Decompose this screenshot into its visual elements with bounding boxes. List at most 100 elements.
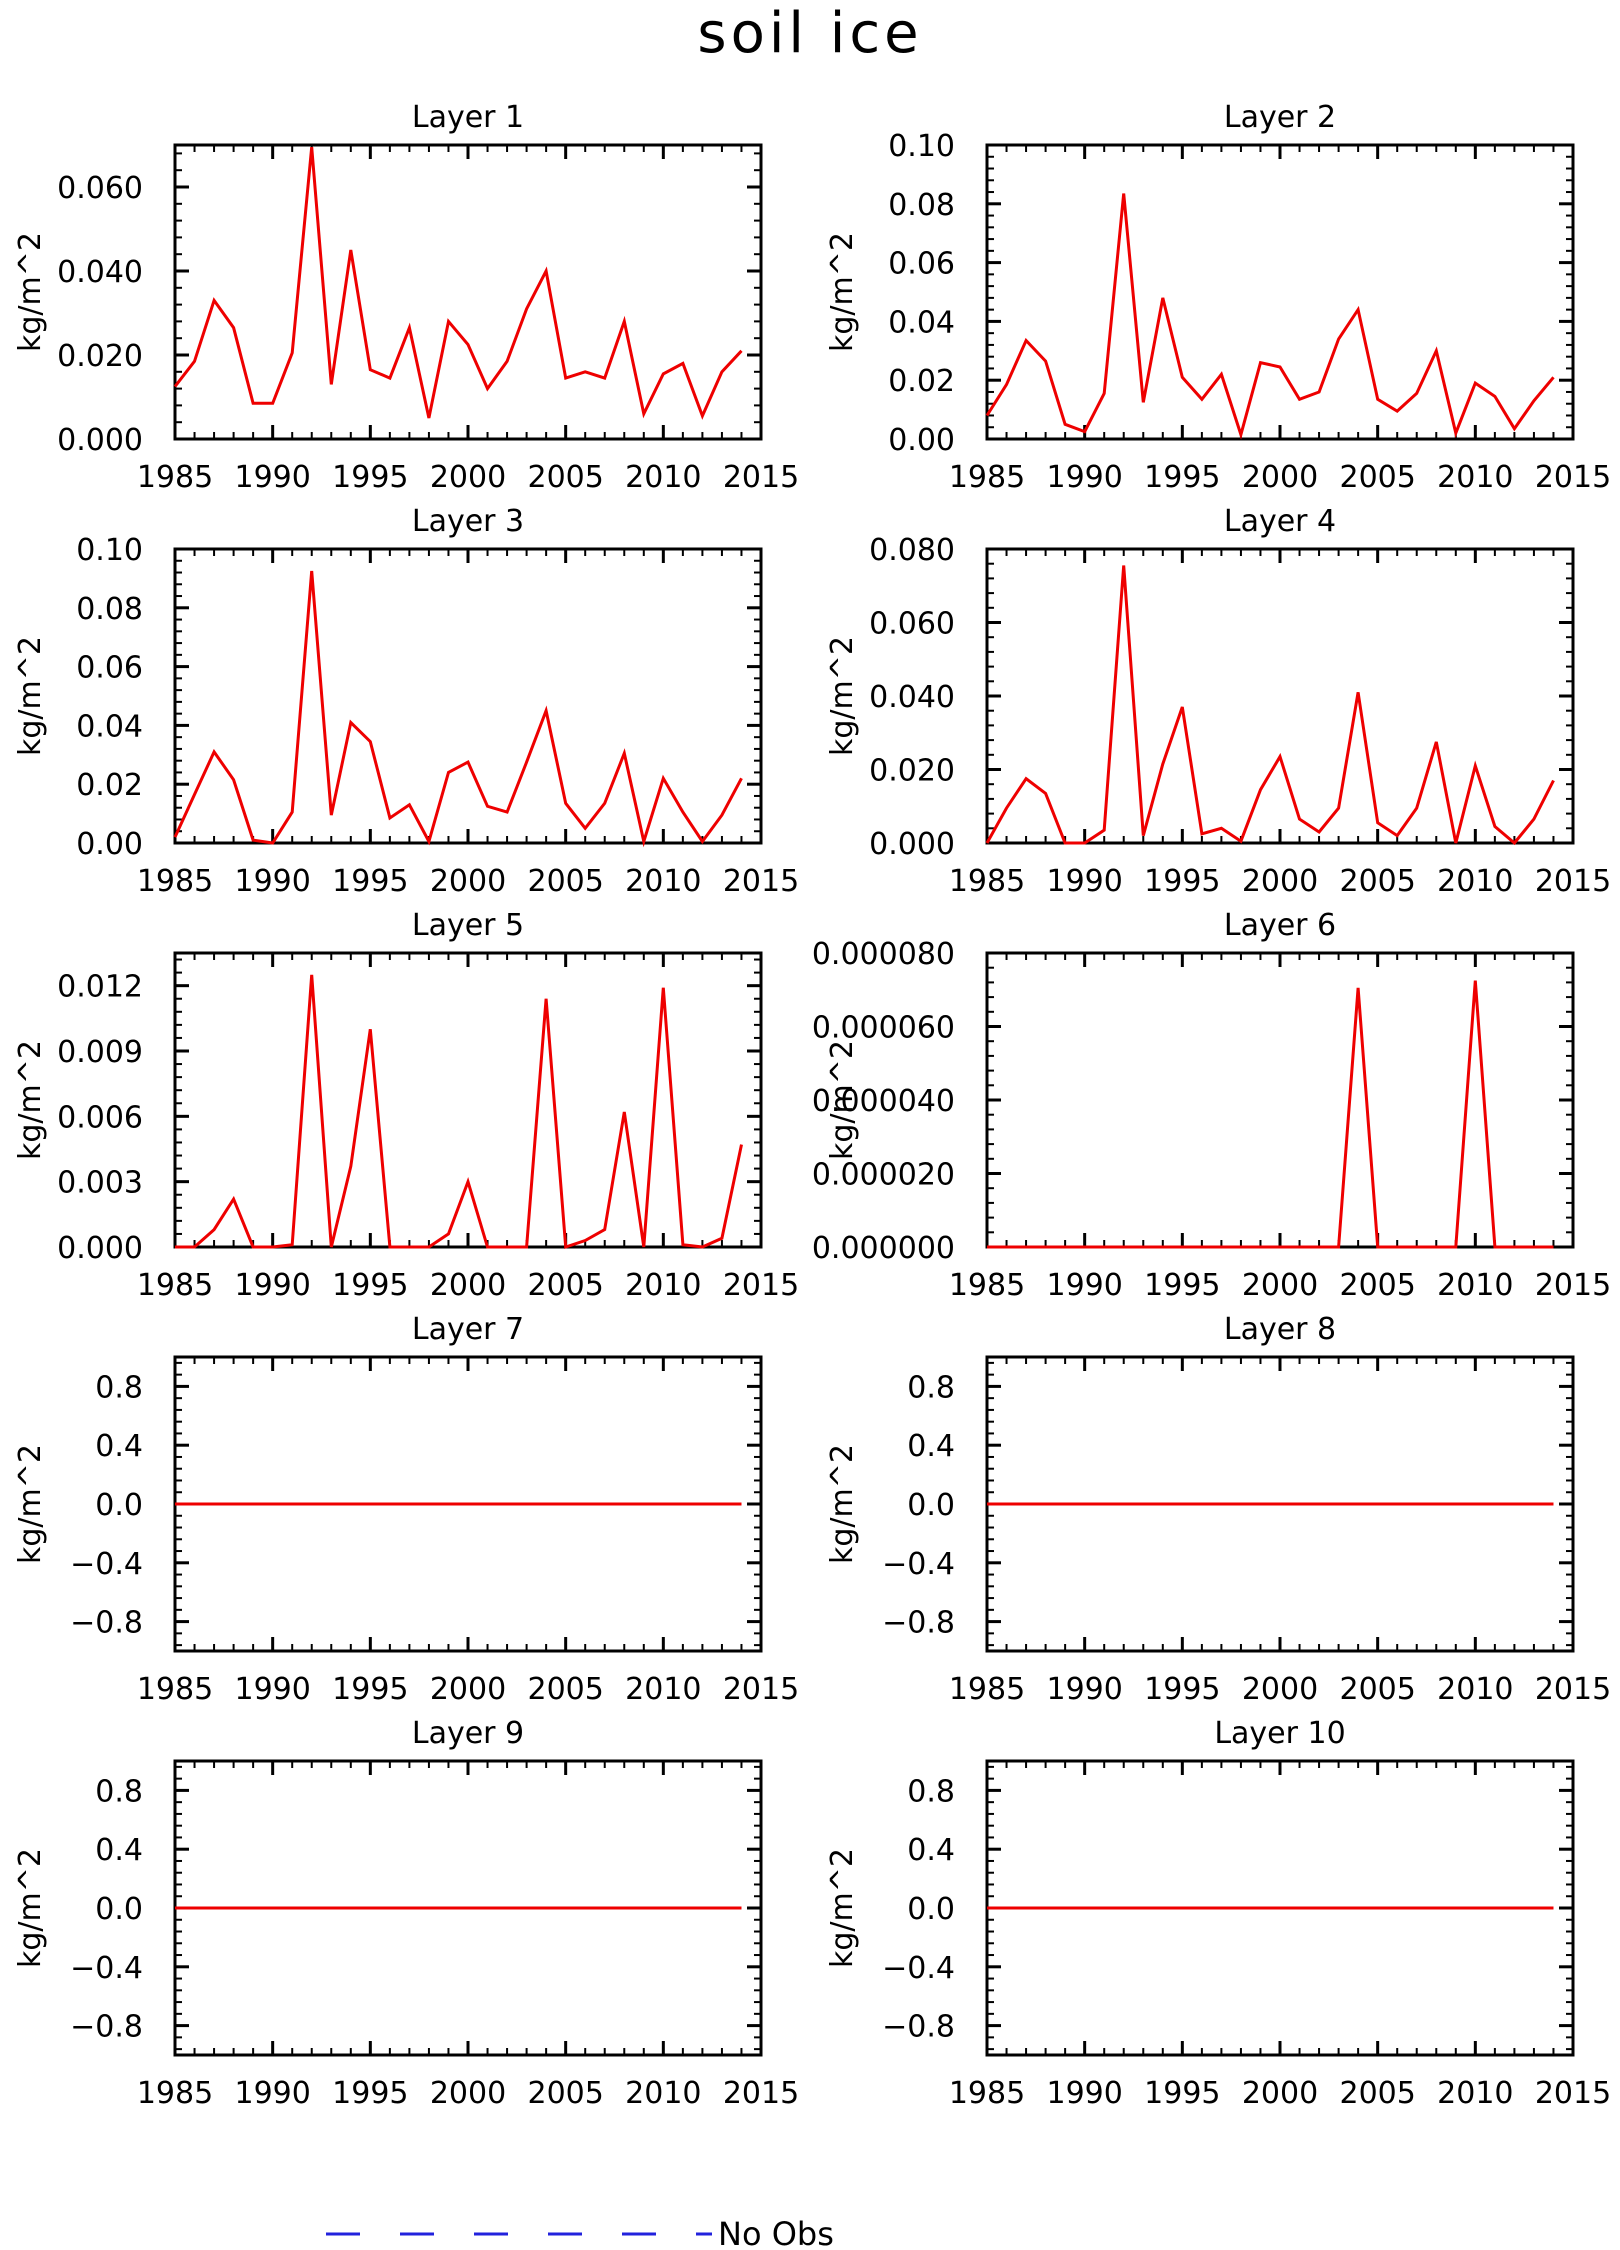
- chart-panel-7: Layer 7 kg/m^2 1985 1990 1995 2000 2005 2010 201…: [13, 1312, 799, 1707]
- x-tick-label: 1990: [1046, 2076, 1122, 2111]
- y-tick-label: −0.4: [882, 1951, 955, 1986]
- y-tick-label: 0.4: [907, 1429, 955, 1464]
- chart-panel-6: Layer 6 kg/m^2 1985 1990 1995 2000 2005 2010 201…: [812, 908, 1611, 1303]
- x-tick-label: 1990: [234, 864, 310, 899]
- x-tick-label: 1985: [949, 1268, 1025, 1303]
- chart-panel-1: Layer 1 kg/m^2 1985 1990 1995 2000 2005 2010 201…: [13, 100, 799, 495]
- x-tick-label: 1985: [949, 2076, 1025, 2111]
- y-tick-label: −0.4: [70, 1547, 143, 1582]
- x-tick-label: 2015: [1535, 2076, 1611, 2111]
- series-line: [987, 980, 1554, 1249]
- panel-title: Layer 10: [1214, 1716, 1345, 1751]
- x-tick-label: 1990: [234, 1268, 310, 1303]
- y-tick-label: 0.003: [57, 1166, 143, 1201]
- y-tick-label: 0.000080: [812, 937, 955, 972]
- x-tick-label: 2000: [430, 2076, 506, 2111]
- x-tick-label: 2010: [1437, 864, 1513, 899]
- series-line: [985, 193, 1555, 440]
- panel-title: Layer 1: [412, 100, 524, 135]
- y-tick-label: 0.02: [888, 364, 955, 399]
- y-axis-label: kg/m^2: [13, 1444, 48, 1564]
- x-tick-label: 1995: [332, 1268, 408, 1303]
- y-tick-label: −0.8: [70, 2010, 143, 2045]
- y-tick-label: 0.020: [869, 754, 955, 789]
- x-tick-label: 2015: [723, 460, 799, 495]
- x-tick-label: 1990: [234, 460, 310, 495]
- y-tick-label: 0.00: [888, 423, 955, 458]
- x-tick-label: 2015: [1535, 1672, 1611, 1707]
- x-tick-label: 2015: [1535, 1268, 1611, 1303]
- x-tick-label: 1985: [137, 1672, 213, 1707]
- legend-label: No Obs: [718, 2215, 834, 2250]
- y-tick-label: 0.000060: [812, 1011, 955, 1046]
- y-tick-label: 0.060: [869, 607, 955, 642]
- y-tick-label: 0.000: [869, 827, 955, 862]
- x-tick-label: 2010: [625, 1268, 701, 1303]
- x-tick-label: 1985: [137, 864, 213, 899]
- y-tick-label: 0.02: [76, 768, 143, 803]
- x-tick-label: 2000: [1242, 460, 1318, 495]
- x-tick-label: 1990: [1046, 1268, 1122, 1303]
- y-tick-label: 0.012: [57, 970, 143, 1005]
- panel-title: Layer 2: [1224, 100, 1336, 135]
- x-tick-label: 1985: [949, 460, 1025, 495]
- y-tick-label: 0.000000: [812, 1231, 955, 1266]
- x-tick-label: 2015: [723, 1672, 799, 1707]
- y-tick-label: 0.060: [57, 171, 143, 206]
- chart-panel-4: Layer 4 kg/m^2 1985 1990 1995 2000 2005 2010 201…: [825, 504, 1611, 899]
- y-tick-label: 0.000: [57, 1231, 143, 1266]
- y-tick-label: −0.4: [70, 1951, 143, 1986]
- panel-title: Layer 9: [412, 1716, 524, 1751]
- x-tick-label: 2010: [625, 864, 701, 899]
- x-tick-label: 1995: [1144, 2076, 1220, 2111]
- x-tick-label: 2005: [527, 2076, 603, 2111]
- panel-title: Layer 6: [1224, 908, 1336, 943]
- y-tick-label: −0.4: [882, 1547, 955, 1582]
- y-tick-label: 0.08: [888, 188, 955, 223]
- x-tick-label: 1995: [1144, 864, 1220, 899]
- x-tick-label: 2010: [1437, 1672, 1513, 1707]
- y-tick-label: 0.4: [907, 1833, 955, 1868]
- y-tick-label: 0.8: [95, 1774, 143, 1809]
- series-line: [985, 565, 1555, 846]
- series-line: [173, 146, 743, 420]
- x-tick-label: 1995: [332, 864, 408, 899]
- x-tick-label: 2000: [1242, 2076, 1318, 2111]
- y-tick-label: 0.040: [57, 255, 143, 290]
- x-tick-label: 2005: [1339, 2076, 1415, 2111]
- x-tick-label: 2010: [625, 1672, 701, 1707]
- y-axis-label: kg/m^2: [13, 1040, 48, 1160]
- y-tick-label: 0.4: [95, 1833, 143, 1868]
- y-tick-label: 0.000020: [812, 1158, 955, 1193]
- y-tick-label: 0.0: [907, 1892, 955, 1927]
- x-tick-label: 1985: [137, 2076, 213, 2111]
- x-tick-label: 1990: [234, 2076, 310, 2111]
- x-tick-label: 2015: [1535, 460, 1611, 495]
- x-tick-label: 2010: [625, 2076, 701, 2111]
- y-tick-label: 0.8: [95, 1370, 143, 1405]
- y-axis-label: kg/m^2: [825, 232, 860, 352]
- y-tick-label: 0.10: [888, 129, 955, 164]
- chart-panel-2: Layer 2 kg/m^2 1985 1990 1995 2000 2005 2010 201…: [825, 100, 1611, 495]
- figure-title: soil ice: [697, 1, 922, 66]
- y-tick-label: 0.006: [57, 1100, 143, 1135]
- chart-panel-9: Layer 9 kg/m^2 1985 1990 1995 2000 2005 2010 201…: [13, 1716, 799, 2111]
- series-line: [173, 570, 743, 848]
- x-tick-label: 2005: [1339, 1672, 1415, 1707]
- y-tick-label: −0.8: [70, 1606, 143, 1641]
- x-tick-label: 2010: [1437, 1268, 1513, 1303]
- y-axis-label: kg/m^2: [13, 636, 48, 756]
- panel-title: Layer 8: [1224, 1312, 1336, 1347]
- y-axis-label: kg/m^2: [13, 232, 48, 352]
- x-tick-label: 1985: [137, 1268, 213, 1303]
- x-tick-label: 2000: [430, 1268, 506, 1303]
- x-tick-label: 2015: [723, 864, 799, 899]
- y-axis-label: kg/m^2: [825, 1444, 860, 1564]
- x-tick-label: 2005: [1339, 864, 1415, 899]
- x-tick-label: 1985: [949, 864, 1025, 899]
- y-tick-label: −0.8: [882, 2010, 955, 2045]
- y-tick-label: 0.06: [76, 651, 143, 686]
- y-tick-label: 0.080: [869, 533, 955, 568]
- y-tick-label: 0.000: [57, 423, 143, 458]
